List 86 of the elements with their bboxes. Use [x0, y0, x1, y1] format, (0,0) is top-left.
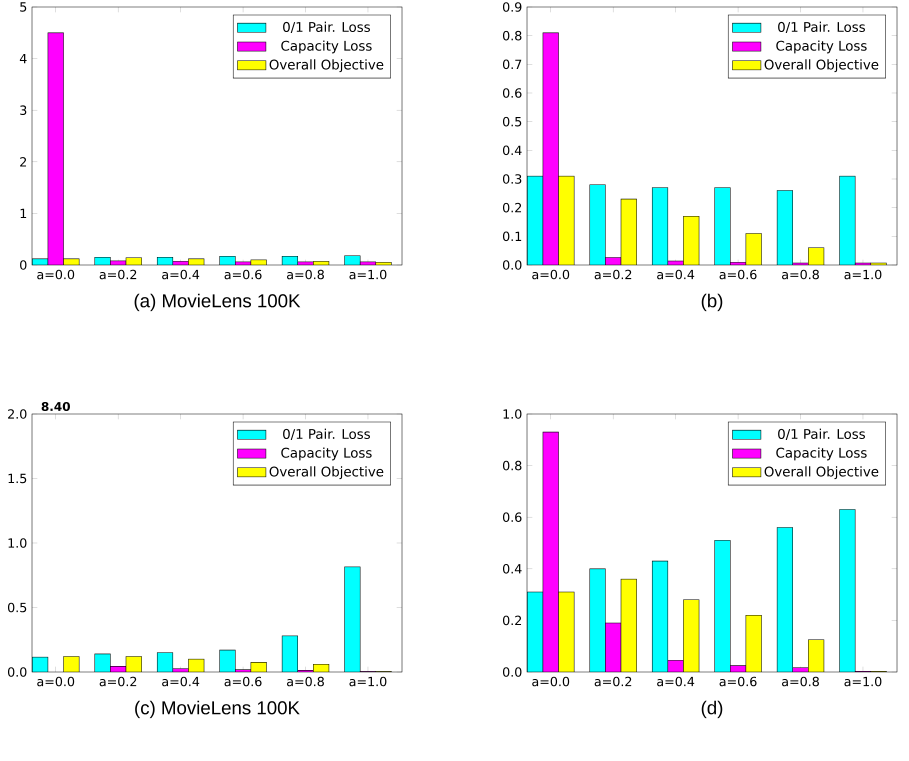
- y-tick-label: 0.4: [502, 146, 522, 156]
- y-tick-label: 0.8: [502, 30, 522, 40]
- legend-label: Capacity Loss: [776, 40, 867, 54]
- bar: [527, 176, 544, 265]
- x-tick-label: a=0.6: [720, 676, 757, 686]
- legend-label: 0/1 Pair. Loss: [778, 22, 865, 34]
- y-tick-label: 0.3: [502, 174, 522, 184]
- legend-label: Capacity Loss: [281, 447, 372, 460]
- x-tick-label: a=0.0: [37, 270, 74, 280]
- x-tick-label: a=1.0: [349, 270, 386, 280]
- bar: [527, 592, 544, 672]
- y-tick-label: 1.0: [8, 538, 26, 548]
- y-tick-label: 0.6: [502, 512, 522, 522]
- x-tick-label: a=0.2: [594, 676, 632, 686]
- y-tick-label: 0.0: [502, 667, 522, 677]
- bar: [344, 566, 360, 672]
- x-tick-label: a=0.8: [782, 676, 819, 686]
- bar: [219, 650, 236, 672]
- x-tick-label: a=1.0: [844, 676, 882, 686]
- x-tick-label: a=0.4: [162, 270, 200, 280]
- bar: [714, 540, 731, 672]
- legend-label: 0/1 Pair. Loss: [283, 428, 370, 440]
- bar: [589, 184, 606, 265]
- y-tick-label: 0: [20, 260, 26, 270]
- y-tick-label: 0.0: [502, 260, 522, 270]
- x-tick-label: a=0.0: [532, 270, 570, 280]
- bar: [282, 636, 298, 672]
- y-tick-label: 0.5: [502, 116, 522, 126]
- x-tick-label: a=0.4: [162, 676, 200, 686]
- text: (a) MovieLens 100K: [134, 294, 300, 312]
- x-tick-label: a=0.6: [224, 676, 262, 686]
- x-tick-label: a=1.0: [844, 270, 882, 280]
- legend-label: Overall Objective: [270, 59, 384, 72]
- x-tick-label: a=0.4: [657, 676, 694, 686]
- y-tick-label: 0.4: [502, 564, 522, 574]
- bar: [652, 187, 668, 265]
- x-tick-label: a=0.4: [657, 270, 694, 280]
- bar: [94, 654, 111, 672]
- legend-label: Overall Objective: [270, 466, 384, 480]
- y-tick-label: 0.6: [502, 88, 522, 98]
- x-tick-label: a=0.6: [720, 270, 757, 280]
- bar: [839, 176, 856, 265]
- bar: [776, 190, 793, 265]
- x-tick-label: a=0.8: [287, 676, 324, 686]
- x-tick-label: a=0.8: [782, 270, 819, 280]
- legend-label: 0/1 Pair. Loss: [283, 22, 370, 34]
- bar: [714, 187, 731, 265]
- bar: [839, 509, 856, 672]
- legend-label: Capacity Loss: [776, 447, 867, 460]
- x-tick-label: a=0.2: [594, 270, 632, 280]
- y-tick-label: 1.5: [8, 474, 26, 484]
- y-tick-label: 5: [20, 2, 26, 12]
- y-tick-label: 4: [20, 54, 27, 64]
- y-tick-label: 1: [20, 208, 26, 218]
- x-tick-label: a=0.0: [37, 676, 74, 686]
- x-tick-label: a=0.0: [532, 676, 570, 686]
- legend-label: Overall Objective: [764, 59, 878, 72]
- y-tick-label: 3: [20, 105, 26, 115]
- bar: [776, 527, 793, 672]
- bar: [589, 568, 606, 672]
- y-tick-label: 0.9: [502, 2, 522, 12]
- bar: [32, 656, 48, 672]
- y-tick-label: 1.0: [504, 409, 522, 419]
- x-tick-label: a=0.2: [100, 270, 136, 280]
- text: 8.40: [42, 402, 70, 412]
- x-tick-label: a=1.0: [349, 676, 386, 686]
- x-tick-label: a=0.8: [287, 270, 324, 280]
- y-tick-label: 2: [20, 157, 26, 166]
- y-tick-label: 0.8: [502, 460, 522, 470]
- y-tick-label: 0.0: [8, 667, 26, 677]
- legend-label: Capacity Loss: [281, 40, 372, 54]
- x-tick-label: a=0.6: [224, 270, 262, 280]
- text: (b): [702, 294, 722, 312]
- text: (d): [702, 700, 722, 718]
- y-tick-label: 0.7: [502, 60, 522, 70]
- y-tick-label: 2.0: [8, 409, 26, 419]
- y-tick-label: 0.2: [502, 616, 522, 626]
- legend-label: 0/1 Pair. Loss: [778, 428, 865, 440]
- y-tick-label: 0.5: [8, 602, 26, 612]
- y-tick-label: 0.2: [502, 202, 522, 212]
- y-tick-label: 0.1: [502, 232, 522, 242]
- bar: [156, 652, 174, 672]
- x-tick-label: a=0.2: [100, 676, 136, 686]
- bar: [652, 560, 668, 672]
- legend-label: Overall Objective: [764, 466, 878, 480]
- text: (c) MovieLens 100K: [135, 700, 300, 718]
